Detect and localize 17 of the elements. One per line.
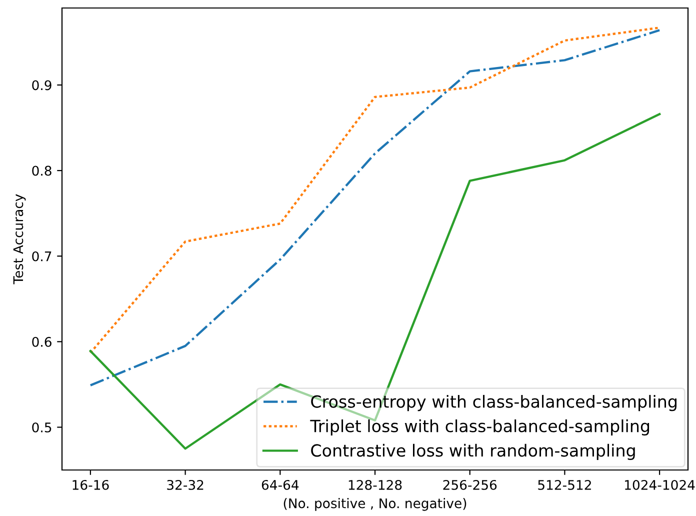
x-tick-label: 16-16 [72,480,109,490]
legend-label: Contrastive loss with random-sampling [311,444,635,460]
y-axis-title: Test Accuracy [13,194,26,284]
y-tick-label: 0.6 [32,336,52,347]
x-tick-label: 1024-1024 [625,480,695,490]
x-tick-label: 512-512 [538,480,591,490]
x-tick-label: 256-256 [443,480,497,490]
y-tick-label: 0.8 [32,166,52,176]
legend-label: Cross-entropy with class-balanced-sampling [311,394,676,412]
x-tick-label: 32-32 [167,480,204,490]
y-tick-label: 0.7 [32,251,52,262]
x-axis-title: (No. positive , No. negative) [284,498,466,511]
legend-label: Triplet loss with class-balanced-sampling [310,419,650,436]
y-tick-label: 0.9 [32,80,52,90]
x-tick-label: 128-128 [348,480,402,490]
x-tick-label: 64-64 [262,480,299,490]
y-tick-label: 0.5 [32,422,52,432]
